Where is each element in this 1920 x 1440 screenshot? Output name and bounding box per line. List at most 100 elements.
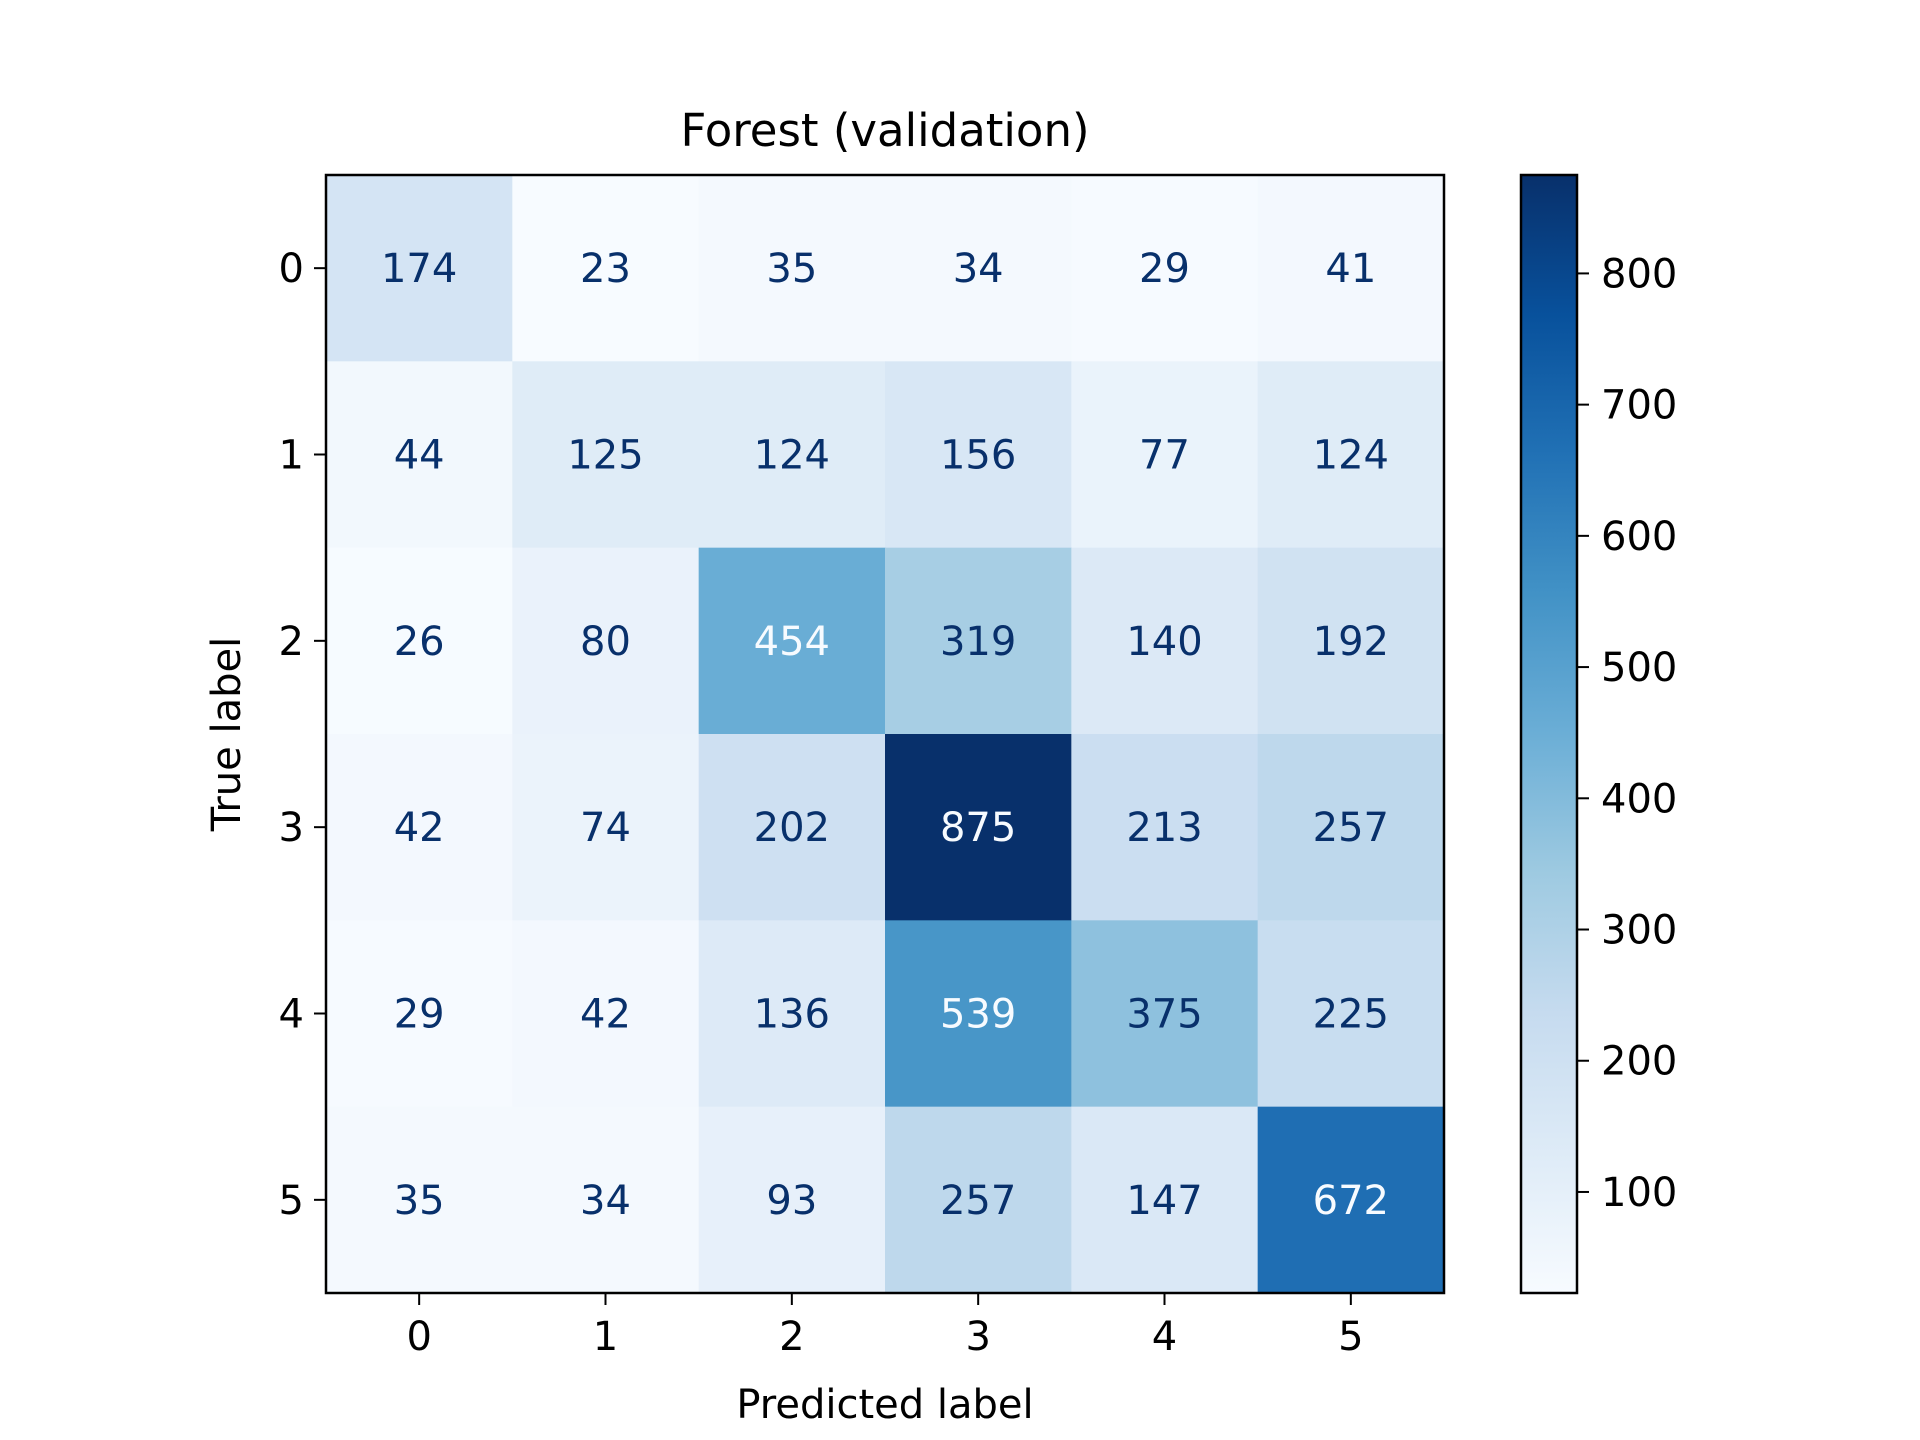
cell-value-label: 156	[940, 433, 1016, 479]
heatmap-cell	[1071, 361, 1259, 549]
colorbar-tick-label: 600	[1601, 514, 1677, 560]
y-tick-label: 0	[279, 246, 304, 292]
colorbar-tick-label: 500	[1601, 645, 1677, 691]
cell-value-label: 174	[381, 246, 457, 292]
cell-value-label: 124	[1313, 433, 1389, 479]
cell-value-label: 257	[940, 1178, 1016, 1224]
heatmap-cell	[326, 361, 513, 549]
heatmap-cell	[1257, 1106, 1445, 1294]
cell-value-label: 34	[580, 1178, 631, 1224]
cell-value-label: 74	[580, 805, 631, 851]
x-tick-label: 1	[593, 1314, 618, 1360]
colorbar-tick-label: 800	[1601, 251, 1677, 297]
heatmap-cell	[1071, 920, 1259, 1108]
heatmap-cell	[698, 175, 886, 362]
cell-value-label: 140	[1126, 619, 1202, 665]
heatmap-cell	[698, 1106, 886, 1294]
y-tick-label: 4	[279, 992, 304, 1038]
cell-value-label: 124	[754, 433, 830, 479]
y-tick-label: 1	[279, 433, 304, 479]
cell-value-label: 875	[940, 805, 1016, 851]
cell-value-label: 34	[953, 246, 1004, 292]
x-axis-label: Predicted label	[736, 1382, 1033, 1428]
cell-value-label: 202	[754, 805, 830, 851]
chart-title: Forest (validation)	[680, 104, 1089, 157]
heatmap-cell	[1257, 547, 1445, 735]
heatmap-cell	[698, 547, 886, 735]
cell-value-label: 213	[1126, 805, 1202, 851]
heatmap-cell	[885, 547, 1072, 735]
colorbar-ticks: 100 200 300 400 500 600 700 800	[1577, 251, 1677, 1216]
cell-value-label: 93	[766, 1178, 817, 1224]
heatmap-cell	[512, 175, 700, 362]
x-tick-label: 5	[1338, 1314, 1363, 1360]
heatmap-cell	[1257, 361, 1445, 549]
heatmap-cell	[512, 734, 700, 921]
cell-value-label: 44	[394, 433, 445, 479]
heatmap-cell	[1071, 175, 1259, 362]
cell-value-label: 26	[394, 619, 445, 665]
heatmap-cell	[512, 1106, 700, 1294]
heatmap-cell	[326, 920, 513, 1108]
heatmap-cell	[698, 920, 886, 1108]
x-tick-label: 3	[965, 1314, 990, 1360]
cell-value-label: 77	[1139, 433, 1190, 479]
cell-value-label: 539	[940, 992, 1016, 1038]
plot-frame	[324, 173, 1446, 1295]
cell-value-label: 42	[394, 805, 445, 851]
heatmap-cell	[326, 1106, 513, 1294]
heatmap-cell	[512, 547, 700, 735]
cell-value-label: 41	[1325, 246, 1376, 292]
y-axis-ticks: 0 1 2 3 4 5	[279, 246, 326, 1224]
heatmap-cell	[885, 920, 1072, 1108]
heatmap-cell	[698, 361, 886, 549]
cell-value-label: 29	[1139, 246, 1190, 292]
heatmap-cell	[1257, 734, 1445, 921]
cell-value-label: 375	[1126, 992, 1202, 1038]
cell-value-label: 136	[754, 992, 830, 1038]
heatmap-cell	[326, 547, 513, 735]
cell-value-label: 125	[567, 433, 643, 479]
heatmap-cell	[698, 734, 886, 921]
y-tick-label: 3	[279, 805, 304, 851]
cell-value-label: 257	[1313, 805, 1389, 851]
heatmap-cell	[512, 920, 700, 1108]
heatmap-cell	[885, 175, 1072, 362]
cell-value-label: 29	[394, 992, 445, 1038]
cell-value-label: 35	[394, 1178, 445, 1224]
heatmap-cell	[1071, 547, 1259, 735]
heatmap-cell	[1071, 734, 1259, 921]
cell-value-label: 147	[1126, 1178, 1202, 1224]
colorbar-tick-label: 300	[1601, 908, 1677, 954]
heatmap-cell-labels: 174 23 35 34 29 41 44 125 124 156 77 124 26 80 454 319 1…	[381, 246, 1389, 1224]
colorbar	[1519, 173, 1579, 1295]
heatmap-cell	[512, 361, 700, 549]
cell-value-label: 192	[1313, 619, 1389, 665]
colorbar-tick-label: 100	[1601, 1170, 1677, 1216]
x-axis-ticks: 0 1 2 3 4 5	[406, 1293, 1364, 1360]
colorbar-tick-label: 200	[1601, 1039, 1677, 1085]
cell-value-label: 454	[754, 619, 830, 665]
cell-value-label: 80	[580, 619, 631, 665]
y-axis-label: True label	[204, 637, 250, 832]
heatmap-cell	[885, 1106, 1072, 1294]
cell-value-label: 35	[766, 246, 817, 292]
cell-value-label: 225	[1313, 992, 1389, 1038]
cell-value-label: 319	[940, 619, 1016, 665]
x-tick-label: 2	[779, 1314, 804, 1360]
heatmap-cell	[326, 175, 513, 362]
heatmap-cell	[1071, 1106, 1259, 1294]
x-tick-label: 4	[1152, 1314, 1177, 1360]
heatmap-cell	[1257, 175, 1445, 362]
cell-value-label: 42	[580, 992, 631, 1038]
y-tick-label: 2	[279, 619, 304, 665]
heatmap-cell	[326, 734, 513, 921]
heatmap-cells	[326, 175, 1445, 1294]
cell-value-label: 23	[580, 246, 631, 292]
y-tick-label: 5	[279, 1178, 304, 1224]
heatmap-cell	[1257, 920, 1445, 1108]
colorbar-tick-label: 400	[1601, 776, 1677, 822]
heatmap-cell	[885, 361, 1072, 549]
heatmap-cell	[885, 734, 1072, 921]
